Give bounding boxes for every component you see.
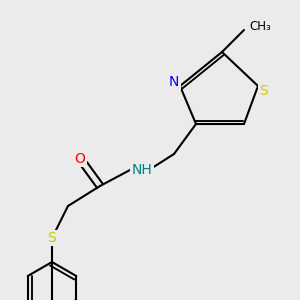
Text: CH₃: CH₃ <box>249 20 271 34</box>
Text: O: O <box>75 152 86 166</box>
Text: N: N <box>169 75 179 89</box>
Text: NH: NH <box>132 163 152 177</box>
Text: S: S <box>260 84 268 98</box>
Text: S: S <box>48 231 56 245</box>
